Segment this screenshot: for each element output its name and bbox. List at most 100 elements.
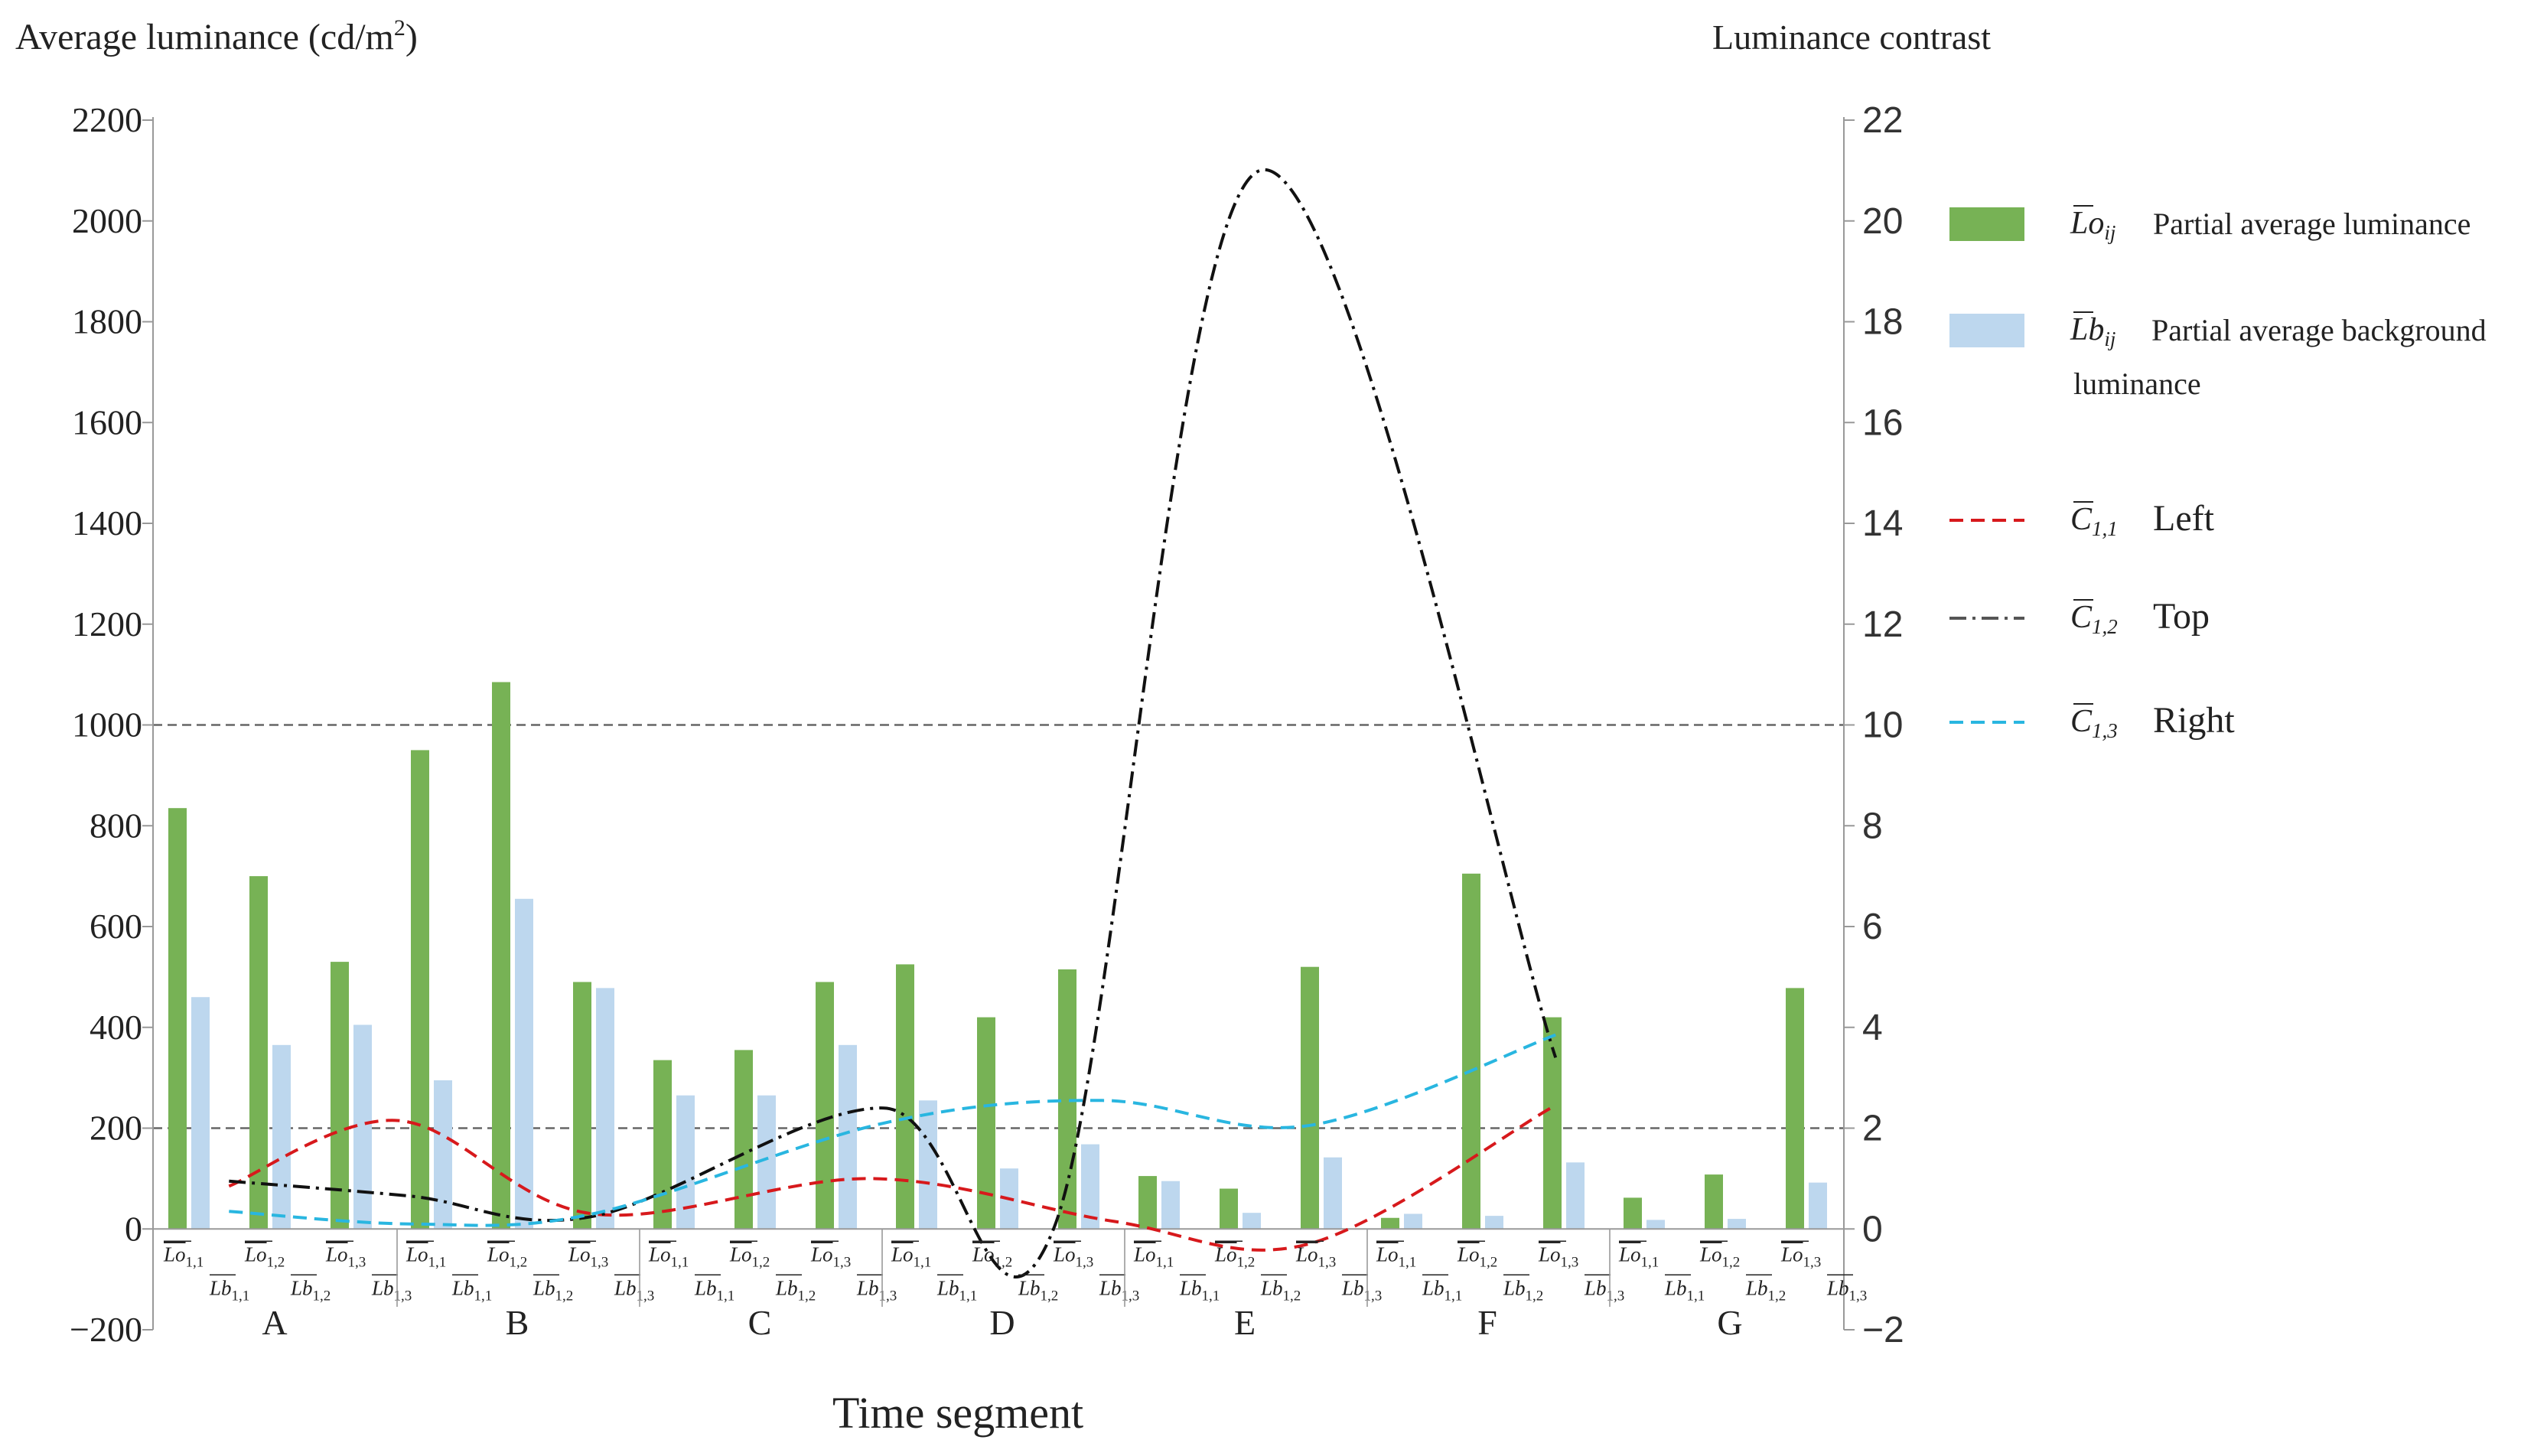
bar-lb-D-3 — [1081, 1144, 1099, 1230]
y-tick-label: 2200 — [72, 100, 142, 139]
bar-lo-F-1 — [1381, 1217, 1399, 1230]
contrast-line-right — [229, 1033, 1556, 1227]
tick-label-lo: Lo1,2 — [729, 1243, 770, 1270]
tick-label-lo: Lo1,2 — [1457, 1243, 1497, 1270]
tick-label-lb: Lb1,3 — [1341, 1276, 1382, 1304]
tick-label-lo: Lo1,2 — [1214, 1243, 1255, 1270]
bar-lb-A-1 — [191, 997, 210, 1230]
y-tick-label: 1600 — [72, 402, 142, 441]
y2-tick-label: 12 — [1862, 604, 1903, 645]
group-label-D: D — [989, 1303, 1015, 1342]
legend-label-4: Right — [2153, 700, 2235, 741]
bar-lo-D-2 — [977, 1017, 995, 1230]
group-label-C: C — [748, 1303, 772, 1342]
y2-axis-title: Luminance contrast — [1712, 18, 1991, 57]
bar-lo-A-1 — [168, 808, 187, 1230]
y2-tick-label: 20 — [1862, 201, 1903, 242]
y-tick-label: 600 — [90, 907, 142, 946]
contrast-line-top — [229, 168, 1558, 1278]
y2-tick-label: 10 — [1862, 705, 1903, 746]
bar-lo-C-3 — [816, 982, 834, 1230]
tick-label-lo: Lo1,3 — [810, 1243, 851, 1270]
bar-lb-B-2 — [515, 898, 533, 1230]
tick-label-lo: Lo1,3 — [1295, 1243, 1336, 1270]
legend-label-3: Top — [2153, 596, 2210, 637]
bar-lo-A-3 — [331, 962, 349, 1230]
y2-tick-label: 22 — [1862, 100, 1903, 141]
y2-tick-label: 4 — [1862, 1008, 1883, 1048]
tick-label-lb: Lb1,2 — [1503, 1276, 1543, 1304]
tick-label-lb: Lb1,3 — [1826, 1276, 1867, 1304]
legend-label-2: Left — [2153, 498, 2215, 539]
tick-label-lo: Lo1,1 — [891, 1243, 931, 1270]
tick-label-lb: Lb1,3 — [1099, 1276, 1139, 1304]
tick-label-lb: Lb1,1 — [1664, 1276, 1705, 1304]
bar-lo-E-3 — [1301, 966, 1319, 1230]
y-tick-label: 1200 — [72, 604, 142, 643]
legend-label-1-line2: luminance — [2073, 366, 2201, 401]
bar-lb-B-3 — [596, 988, 614, 1230]
bar-lb-G-1 — [1646, 1220, 1665, 1230]
tick-label-lb: Lb1,2 — [533, 1276, 573, 1304]
tick-label-lo: Lo1,3 — [325, 1243, 366, 1270]
bar-lb-F-2 — [1485, 1216, 1503, 1230]
y-axis-title: Average luminance (cd/m2) — [15, 15, 418, 57]
y2-tick-label: 8 — [1862, 806, 1883, 846]
legend-symbol-2: C1,1 — [2070, 502, 2118, 540]
bar-lb-C-3 — [839, 1044, 857, 1230]
bar-lo-E-1 — [1138, 1176, 1157, 1230]
group-label-F: F — [1477, 1303, 1497, 1342]
bar-lb-E-2 — [1243, 1213, 1261, 1230]
tick-label-lo: Lo1,1 — [648, 1243, 689, 1270]
tick-label-lb: Lb1,1 — [1179, 1276, 1220, 1304]
tick-label-lb: Lb1,1 — [451, 1276, 492, 1304]
legend-swatch-1 — [1949, 314, 2024, 347]
group-label-A: A — [262, 1303, 287, 1342]
tick-label-lo: Lo1,1 — [1133, 1243, 1174, 1270]
group-label-G: G — [1717, 1303, 1742, 1342]
legend-symbol-4: C1,3 — [2070, 704, 2118, 742]
y2-tick-label: −2 — [1862, 1310, 1904, 1350]
y-tick-label: 1400 — [72, 503, 142, 542]
tick-label-lb: Lb1,1 — [936, 1276, 977, 1304]
bar-layer — [168, 682, 1827, 1230]
tick-label-lo: Lo1,1 — [163, 1243, 204, 1270]
legend-swatch-0 — [1949, 207, 2024, 241]
tick-label-lb: Lb1,3 — [856, 1276, 897, 1304]
axis-layer: −200020040060080010001200140016001800200… — [70, 100, 1904, 1350]
tick-label-lb: Lb1,2 — [290, 1276, 331, 1304]
legend-symbol-0: Loij — [2070, 206, 2115, 244]
tick-label-lb: Lb1,1 — [1422, 1276, 1462, 1304]
tick-label-lb: Lb1,3 — [614, 1276, 654, 1304]
bar-lo-B-2 — [492, 682, 510, 1230]
y-tick-label: 400 — [90, 1008, 142, 1047]
tick-label-lb: Lb1,1 — [209, 1276, 249, 1304]
y-tick-label: 1800 — [72, 302, 142, 341]
tick-label-lo: Lo1,3 — [1053, 1243, 1093, 1270]
y-axis-title-sup: 2 — [394, 15, 406, 41]
bar-lb-B-1 — [434, 1080, 452, 1230]
y2-tick-label: 18 — [1862, 302, 1903, 343]
bar-lo-C-1 — [653, 1060, 672, 1230]
y-tick-label: −200 — [70, 1310, 142, 1349]
bar-lo-G-3 — [1786, 988, 1804, 1230]
bar-lb-F-1 — [1404, 1213, 1422, 1230]
tick-label-lb: Lb1,2 — [775, 1276, 816, 1304]
legend-symbol-3: C1,2 — [2070, 600, 2118, 638]
tick-label-lb: Lb1,2 — [1745, 1276, 1786, 1304]
y2-tick-label: 14 — [1862, 503, 1903, 544]
y2-tick-label: 2 — [1862, 1109, 1883, 1149]
legend-symbol-1: Lbij — [2070, 312, 2115, 350]
tick-label-lb: Lb1,1 — [694, 1276, 734, 1304]
tick-label-lo: Lo1,1 — [1376, 1243, 1416, 1270]
bar-lo-C-2 — [734, 1050, 753, 1230]
tick-label-lo: Lo1,2 — [1699, 1243, 1740, 1270]
y2-tick-label: 6 — [1862, 907, 1883, 947]
tick-label-lb: Lb1,2 — [1018, 1276, 1058, 1304]
bar-lo-F-2 — [1462, 873, 1480, 1230]
tick-label-lo: Lo1,3 — [1538, 1243, 1578, 1270]
tick-label-lo: Lo1,3 — [568, 1243, 608, 1270]
bar-lo-B-3 — [573, 982, 591, 1230]
bar-lo-E-2 — [1220, 1188, 1238, 1230]
